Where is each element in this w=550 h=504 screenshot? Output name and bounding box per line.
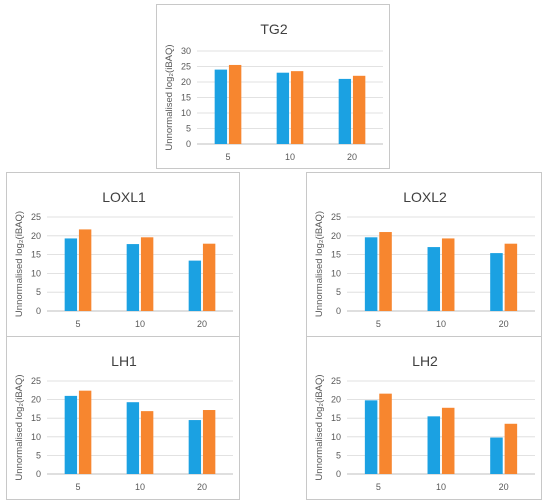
y-tick-label: 15 [331, 250, 341, 260]
y-tick-label: 0 [336, 306, 341, 316]
x-tick-label: 5 [75, 482, 80, 492]
chart-panel-lh1: LH1 Unnormalised log₂(iBAQ) 0 5 10 15 20 25 5 10 2… [6, 336, 240, 500]
bar-series1-cat-5 [64, 238, 78, 311]
chart-loxl2: LOXL2 Unnormalised log₂(iBAQ) 0 5 10 15 20 25 5 1… [314, 189, 535, 329]
chart-tg2: TG2 Unnormalised log₂(iBAQ) 0 5 10 15 20 25 30 5 1… [164, 21, 383, 162]
y-tick-label: 10 [331, 268, 341, 278]
bar-series2-cat-20 [352, 75, 366, 144]
y-tick-label: 5 [36, 287, 41, 297]
chart-panel-tg2: TG2 Unnormalised log₂(iBAQ) 0 5 10 15 20 25 30 5 1… [156, 4, 390, 169]
y-tick-label: 20 [31, 231, 41, 241]
y-tick-label: 25 [31, 212, 41, 222]
x-tick-label: 20 [197, 319, 207, 329]
bar-series1-cat-10 [427, 247, 441, 311]
y-tick-label: 15 [181, 93, 191, 103]
x-tick-label: 10 [285, 152, 295, 162]
bar-series2-cat-20 [202, 243, 216, 311]
bar-series2-cat-10 [441, 407, 455, 474]
bar-series2-cat-5 [78, 390, 92, 474]
x-tick-label: 5 [376, 319, 381, 329]
y-tick-label: 10 [181, 108, 191, 118]
y-tick-label: 15 [31, 413, 41, 423]
bar-series2-cat-5 [379, 232, 392, 311]
bar-series1-cat-20 [188, 420, 202, 474]
y-axis-label: Unnormalised log₂(iBAQ) [14, 374, 25, 480]
y-tick-label: 0 [36, 306, 41, 316]
x-tick-label: 5 [225, 152, 230, 162]
chart-loxl1: LOXL1 Unnormalised log₂(iBAQ) 0 5 10 15 20 25 5 1… [14, 189, 233, 329]
chart-panel-loxl1: LOXL1 Unnormalised log₂(iBAQ) 0 5 10 15 20 25 5 1… [6, 172, 240, 337]
y-tick-label: 0 [186, 139, 191, 149]
chart-title: LOXL2 [403, 189, 447, 205]
bar-series2-cat-20 [504, 243, 518, 311]
chart-lh2: LH2 Unnormalised log₂(iBAQ) 0 5 10 15 20 25 5 10 2… [314, 353, 535, 492]
x-tick-label: 10 [135, 319, 145, 329]
chart-lh1: LH1 Unnormalised log₂(iBAQ) 0 5 10 15 20 25 5 10 2… [14, 353, 233, 492]
bar-series1-cat-10 [427, 416, 441, 474]
bar-series1-cat-5 [214, 69, 228, 144]
bar-series1-cat-10 [276, 72, 290, 144]
x-tick-label: 10 [436, 482, 446, 492]
bar-series2-cat-5 [379, 393, 392, 474]
y-axis-label: Unnormalised log₂(iBAQ) [314, 211, 325, 317]
y-tick-label: 5 [336, 450, 341, 460]
x-tick-label: 5 [376, 482, 381, 492]
x-tick-label: 5 [75, 319, 80, 329]
y-tick-label: 15 [331, 413, 341, 423]
bar-series2-cat-10 [290, 71, 304, 144]
x-tick-label: 10 [135, 482, 145, 492]
bar-series1-cat-20 [490, 253, 503, 311]
bar-series1-cat-20 [188, 260, 202, 311]
chart-panel-lh2: LH2 Unnormalised log₂(iBAQ) 0 5 10 15 20 25 5 10 2… [306, 336, 542, 500]
bar-series2-cat-10 [140, 237, 154, 311]
y-tick-label: 0 [36, 469, 41, 479]
chart-title: LH1 [111, 353, 137, 369]
bar-series1-cat-5 [364, 400, 378, 474]
bar-series1-cat-20 [490, 437, 503, 474]
bar-series1-cat-10 [126, 402, 140, 474]
chart-title: TG2 [260, 21, 287, 37]
chart-title: LOXL1 [102, 189, 146, 205]
y-tick-label: 15 [31, 250, 41, 260]
y-tick-label: 30 [181, 46, 191, 56]
y-tick-label: 0 [336, 469, 341, 479]
y-tick-label: 5 [336, 287, 341, 297]
y-axis-label: Unnormalised log₂(iBAQ) [314, 374, 325, 480]
y-tick-label: 25 [331, 376, 341, 386]
bar-series1-cat-20 [338, 78, 352, 144]
y-tick-label: 25 [31, 376, 41, 386]
y-tick-label: 5 [36, 450, 41, 460]
y-tick-label: 25 [181, 62, 191, 72]
bar-series2-cat-10 [441, 238, 455, 311]
y-tick-label: 20 [331, 231, 341, 241]
y-tick-label: 10 [331, 432, 341, 442]
y-tick-label: 25 [331, 212, 341, 222]
y-tick-label: 10 [31, 268, 41, 278]
y-tick-label: 5 [186, 124, 191, 134]
y-tick-label: 20 [331, 395, 341, 405]
x-tick-label: 20 [499, 319, 509, 329]
bar-series1-cat-5 [64, 395, 78, 474]
y-axis-label: Unnormalised log₂(iBAQ) [14, 211, 25, 317]
y-tick-label: 20 [31, 395, 41, 405]
x-tick-label: 20 [347, 152, 357, 162]
chart-panel-loxl2: LOXL2 Unnormalised log₂(iBAQ) 0 5 10 15 20 25 5 1… [306, 172, 542, 337]
bar-series1-cat-5 [364, 237, 378, 311]
bar-series2-cat-10 [140, 411, 154, 474]
chart-title: LH2 [412, 353, 438, 369]
bar-series2-cat-5 [228, 64, 242, 144]
bar-series2-cat-20 [504, 423, 518, 474]
bar-series1-cat-10 [126, 244, 140, 311]
y-tick-label: 10 [31, 432, 41, 442]
y-axis-label: Unnormalised log₂(iBAQ) [164, 44, 175, 150]
x-tick-label: 10 [436, 319, 446, 329]
x-tick-label: 20 [197, 482, 207, 492]
x-tick-label: 20 [499, 482, 509, 492]
bar-series2-cat-5 [78, 229, 92, 311]
bar-series2-cat-20 [202, 410, 216, 474]
y-tick-label: 20 [181, 77, 191, 87]
